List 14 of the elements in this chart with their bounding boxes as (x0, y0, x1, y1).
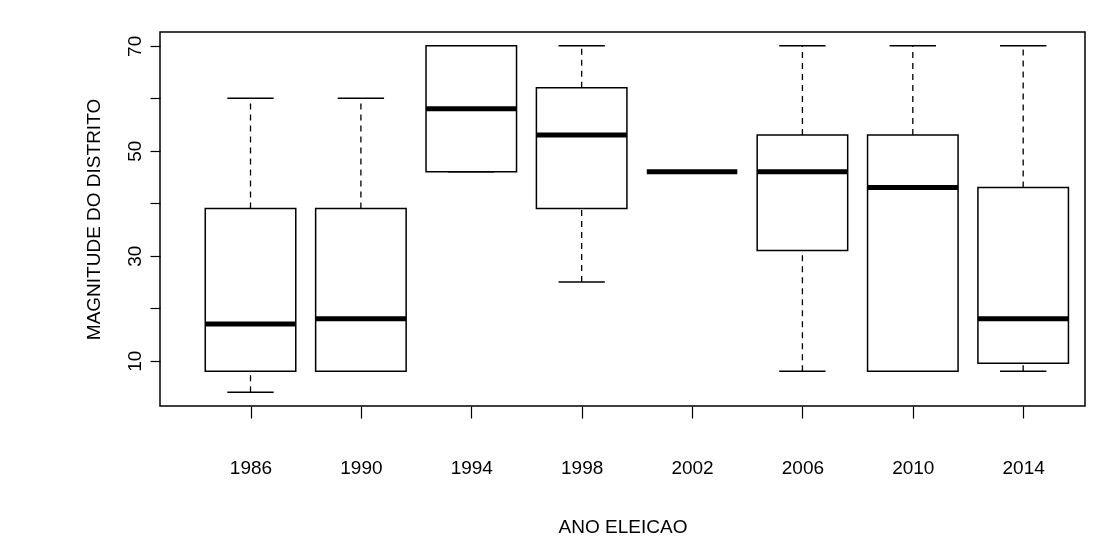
y-axis-title: MAGNITUDE DO DISTRITO (82, 98, 104, 341)
x-tick-label: 1998 (561, 456, 604, 478)
y-tick-label: 70 (123, 35, 145, 57)
y-tick-label: 50 (123, 140, 145, 162)
x-tick-label: 2002 (671, 456, 714, 478)
x-tick-label: 1994 (450, 456, 494, 478)
x-axis-title: ANO ELEICAO (558, 515, 688, 537)
x-tick-label: 2014 (1002, 456, 1046, 478)
y-tick-label: 30 (123, 245, 145, 267)
x-tick-label: 1986 (229, 456, 273, 478)
x-tick-label: 2006 (781, 456, 825, 478)
x-tick-label: 2010 (892, 456, 935, 478)
y-tick-label: 10 (123, 350, 145, 372)
x-tick-label: 1990 (340, 456, 383, 478)
